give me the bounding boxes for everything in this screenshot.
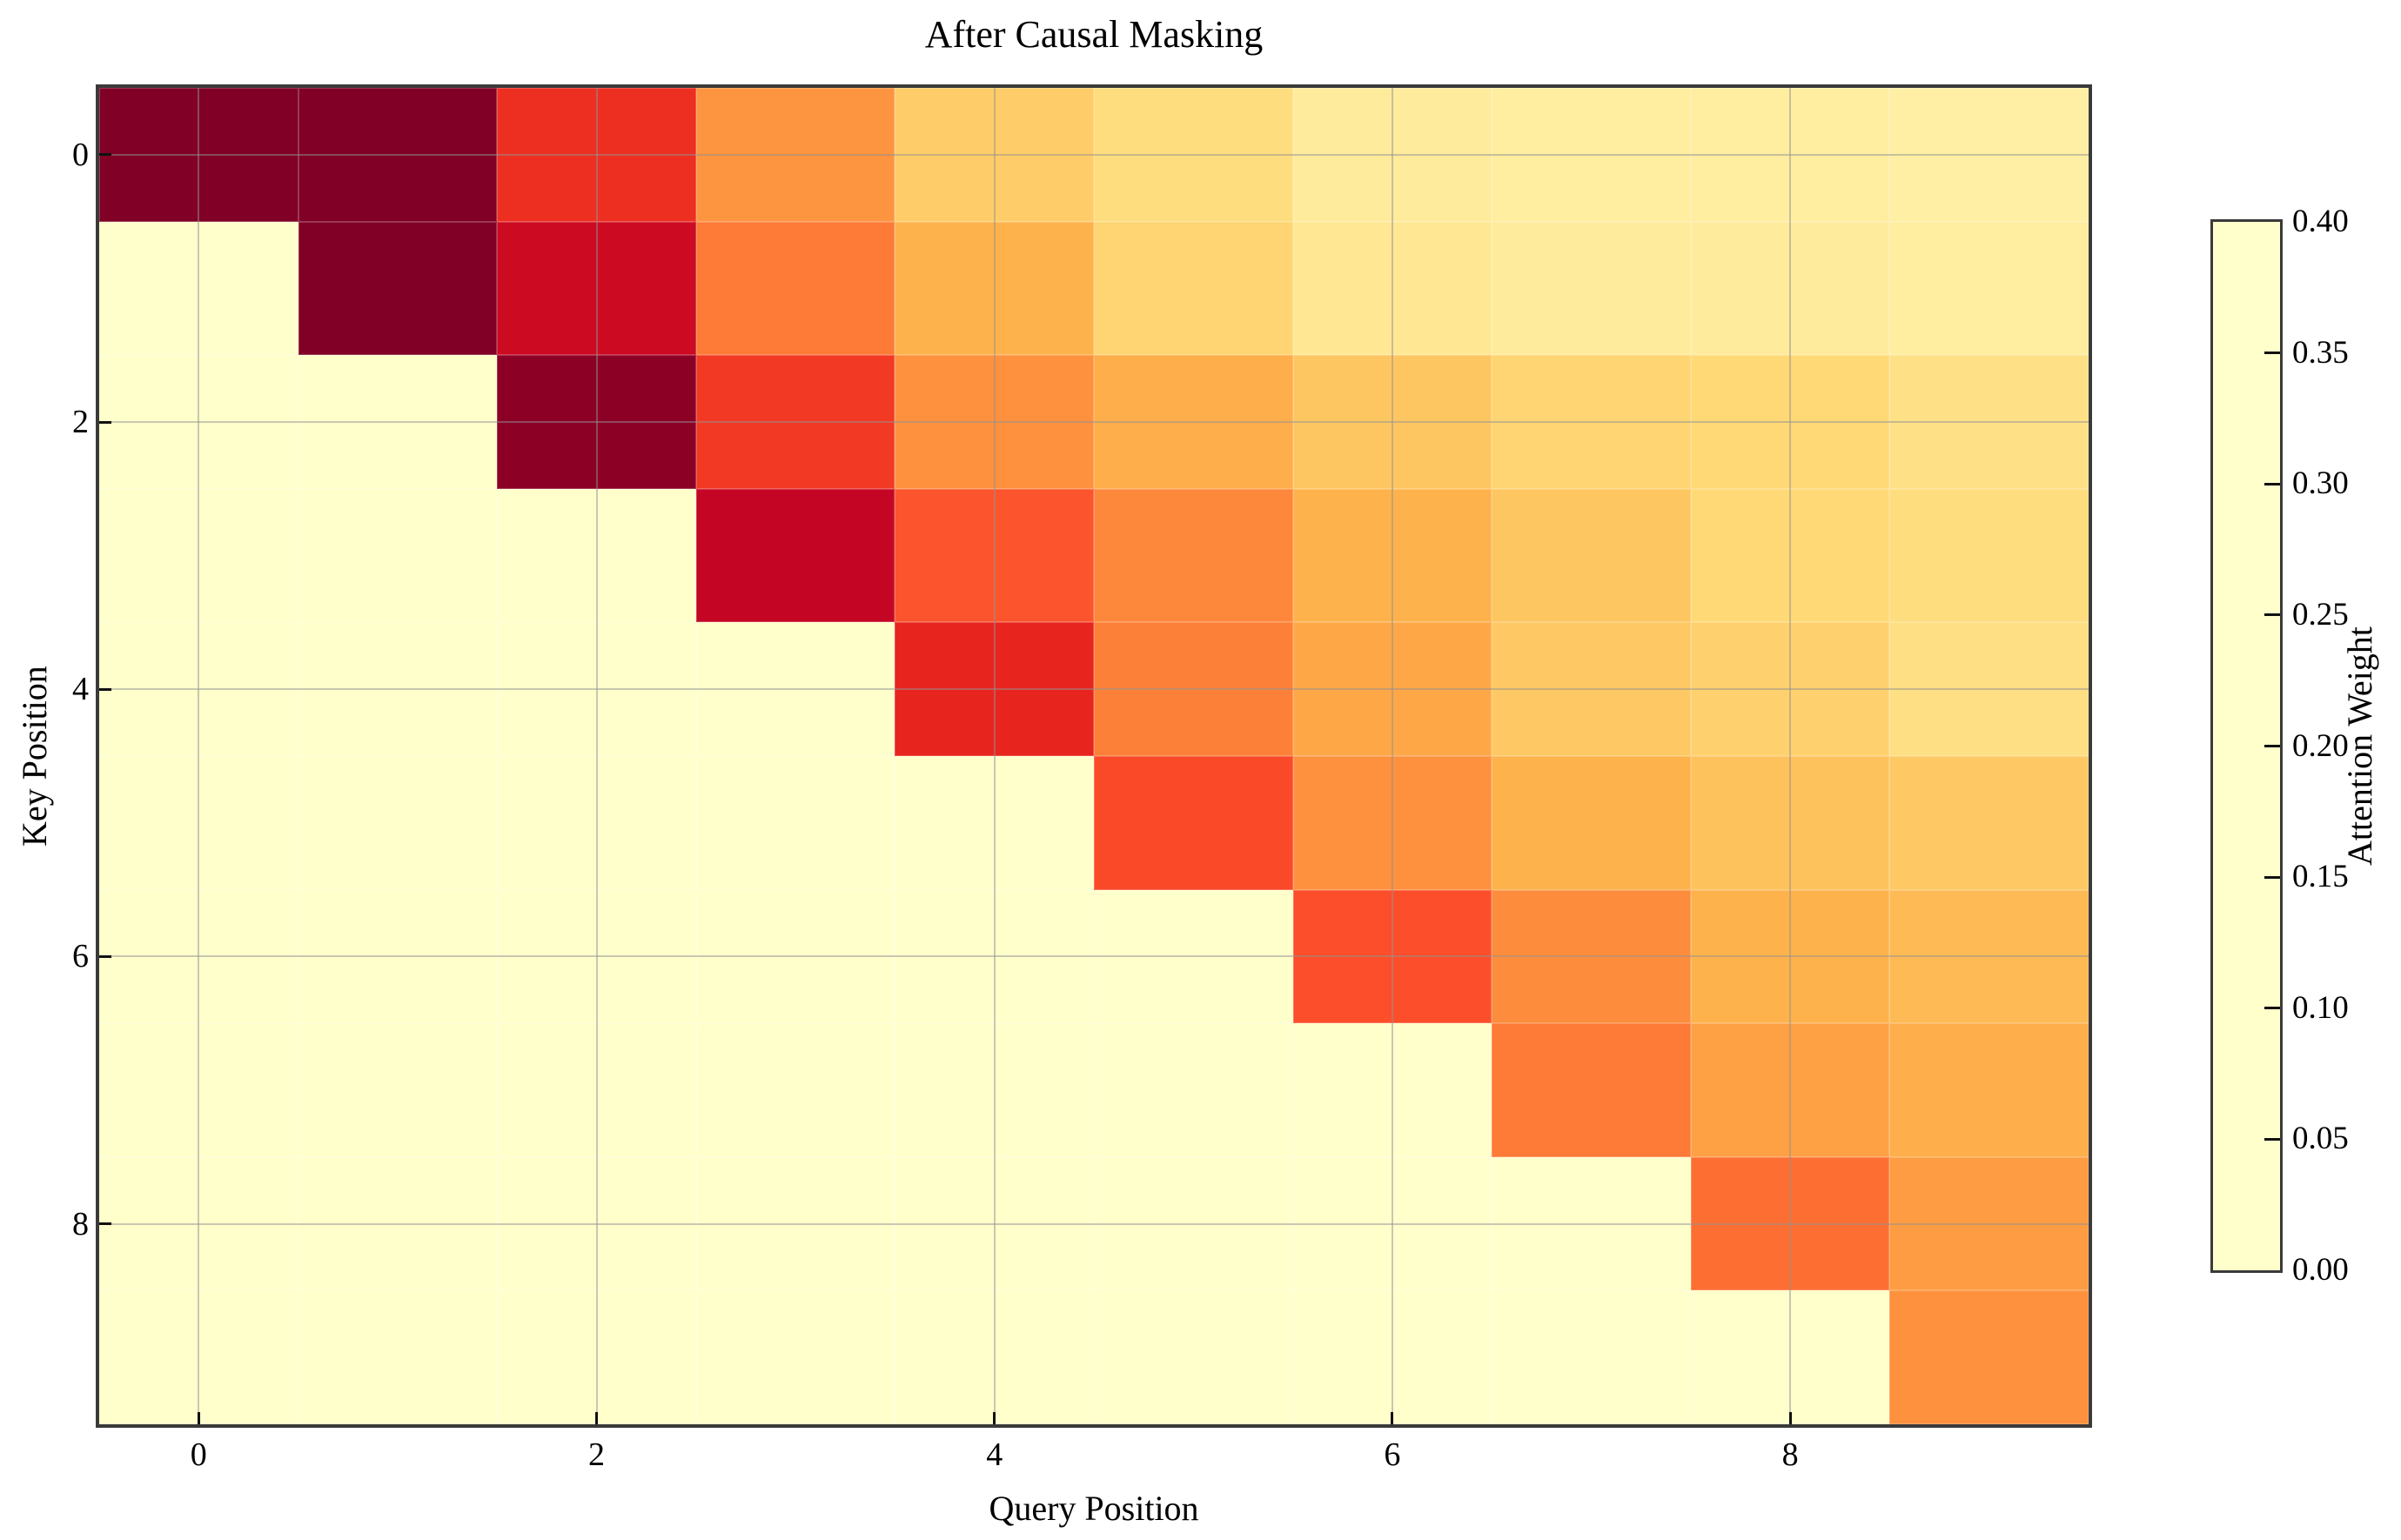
y-tick-label: 0 xyxy=(72,136,89,173)
chart-title: After Causal Masking xyxy=(924,13,1264,56)
heatmap-cell xyxy=(1492,1290,1691,1424)
colorbar-tick-mark xyxy=(2264,1007,2280,1010)
x-axis-label: Query Position xyxy=(989,1489,1199,1528)
heatmap-cell xyxy=(1889,1290,2089,1424)
y-tick-label: 8 xyxy=(72,1205,89,1242)
y-tick-label: 6 xyxy=(72,938,89,975)
plot-border xyxy=(96,84,2092,1428)
colorbar-tick-mark xyxy=(2264,745,2280,747)
heatmap-cell xyxy=(695,1023,895,1157)
colorbar-tick-label: 0.10 xyxy=(2292,989,2349,1026)
colorbar-tick-label: 0.35 xyxy=(2292,334,2349,371)
heatmap-cell xyxy=(695,1290,895,1424)
x-tick-label: 0 xyxy=(190,1436,207,1473)
heatmap-cell xyxy=(1094,221,1293,356)
heatmap-cell xyxy=(1889,221,2089,356)
colorbar-border xyxy=(2210,219,2283,1273)
heatmap-cell xyxy=(298,1290,498,1424)
x-tick-label: 8 xyxy=(1781,1436,1799,1473)
x-tick-label: 6 xyxy=(1384,1436,1401,1473)
heatmap-cell xyxy=(1492,221,1691,356)
heatmap-cell xyxy=(1492,1023,1691,1157)
y-tick-label: 4 xyxy=(72,671,89,708)
colorbar-tick-label: 0.05 xyxy=(2292,1121,2349,1157)
heatmap-cell xyxy=(695,221,895,356)
colorbar-tick-mark xyxy=(2264,352,2280,355)
colorbar-tick-label: 0.40 xyxy=(2292,204,2349,239)
heatmap-cell xyxy=(1492,488,1691,623)
colorbar-tick-mark xyxy=(2264,875,2280,879)
heatmap-cell xyxy=(298,221,498,356)
colorbar-tick-mark xyxy=(2264,613,2280,617)
heatmap-cell xyxy=(298,488,498,623)
heatmap-cell xyxy=(1889,756,2089,890)
heatmap-cell xyxy=(1492,756,1691,890)
x-tick-label: 2 xyxy=(588,1436,605,1473)
heatmap-cell xyxy=(695,756,895,890)
colorbar-tick-mark xyxy=(2264,482,2280,485)
colorbar-tick-label: 0.30 xyxy=(2292,465,2349,502)
heatmap-cell xyxy=(1094,1290,1293,1424)
colorbar-tick-mark xyxy=(2264,1137,2280,1141)
x-tick-label: 4 xyxy=(986,1436,1003,1473)
heatmap-cell xyxy=(298,756,498,890)
heatmap-cell xyxy=(695,488,895,623)
colorbar-tick-label: 0.25 xyxy=(2292,596,2349,633)
y-tick-label: 2 xyxy=(72,404,89,440)
colorbar-tick-label: 0.00 xyxy=(2292,1252,2349,1288)
heatmap-cell xyxy=(1889,488,2089,623)
heatmap-cell xyxy=(1889,1023,2089,1157)
heatmap-cell xyxy=(298,1023,498,1157)
colorbar-tick-label: 0.15 xyxy=(2292,859,2349,895)
heatmap-cell xyxy=(1094,756,1293,890)
heatmap-cell xyxy=(1094,488,1293,623)
heatmap-cell xyxy=(1094,1023,1293,1157)
colorbar-tick-label: 0.20 xyxy=(2292,727,2349,764)
